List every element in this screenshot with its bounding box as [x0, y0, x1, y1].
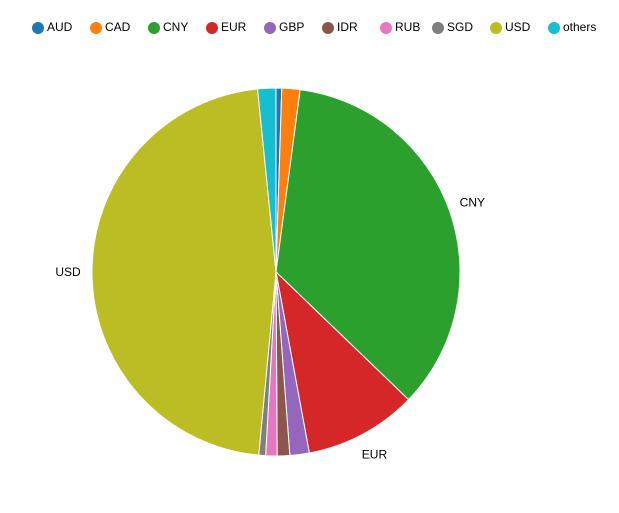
legend-item: SGD: [432, 20, 473, 34]
legend-swatch: [90, 22, 102, 34]
slice-label: EUR: [362, 447, 388, 461]
legend-label: CAD: [105, 20, 131, 34]
legend-swatch: [32, 22, 44, 34]
legend-label: USD: [505, 20, 531, 34]
legend-label: RUB: [395, 20, 420, 34]
legend-label: CNY: [163, 20, 188, 34]
slice-label: CNY: [460, 196, 485, 210]
legend-label: GBP: [279, 20, 304, 34]
legend-item: USD: [490, 20, 531, 34]
legend-swatch: [490, 22, 502, 34]
legend-swatch: [148, 22, 160, 34]
legend-item: AUD: [32, 20, 73, 34]
legend-swatch: [380, 22, 392, 34]
pie-slice: [275, 89, 461, 401]
legend-label: EUR: [221, 20, 247, 34]
legend-item: RUB: [380, 20, 420, 34]
legend-item: CAD: [90, 20, 131, 34]
legend-label: AUD: [47, 20, 73, 34]
legend-item: IDR: [322, 20, 358, 34]
legend-item: GBP: [264, 20, 304, 34]
legend-item: CNY: [148, 20, 188, 34]
pie-slice: [275, 270, 410, 454]
legend-swatch: [322, 22, 334, 34]
legend-item: others: [548, 20, 596, 34]
pie-slice: [256, 87, 277, 273]
pie-slice: [91, 88, 277, 456]
legend-item: EUR: [206, 20, 247, 34]
legend-label: SGD: [447, 20, 473, 34]
legend-label: others: [563, 20, 596, 34]
slice-label: USD: [55, 265, 81, 279]
legend-swatch: [206, 22, 218, 34]
legend-swatch: [432, 22, 444, 34]
legend-label: IDR: [337, 20, 358, 34]
legend-swatch: [548, 22, 560, 34]
legend-swatch: [264, 22, 276, 34]
